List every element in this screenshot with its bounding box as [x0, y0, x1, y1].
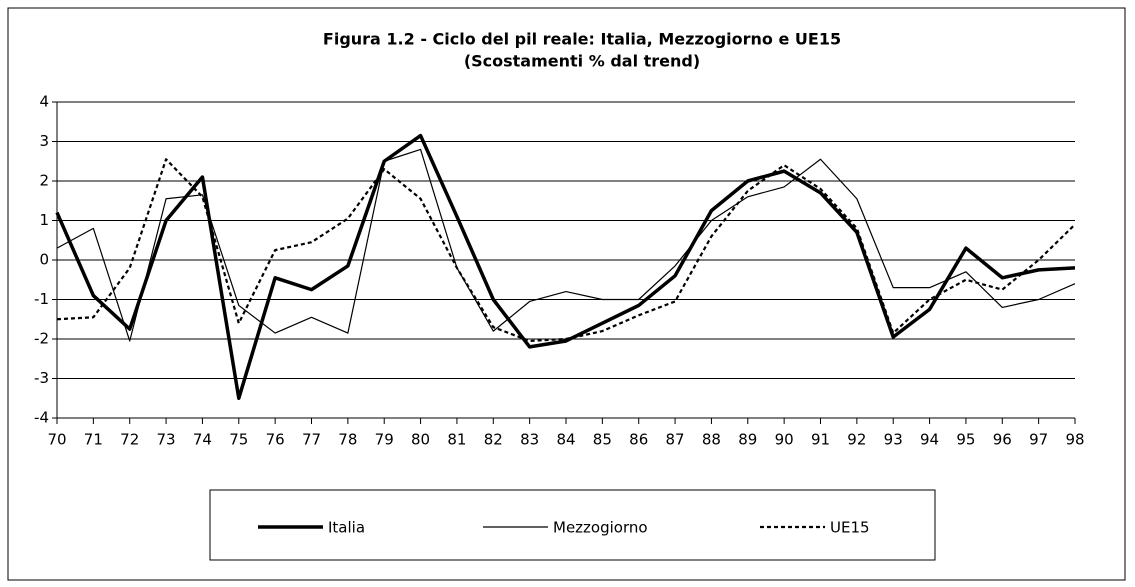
x-tick-label: 98: [1065, 431, 1084, 449]
x-tick-label: 97: [1029, 431, 1048, 449]
x-tick-label: 80: [411, 431, 430, 449]
x-tick-label: 88: [702, 431, 721, 449]
x-tick-label: 74: [193, 431, 212, 449]
x-tick-label: 70: [47, 431, 66, 449]
x-tick-label: 96: [993, 431, 1012, 449]
y-tick-label: 2: [39, 172, 49, 190]
x-tick-label: 85: [593, 431, 612, 449]
y-tick-label: -4: [34, 409, 49, 427]
chart-subtitle: (Scostamenti % dal trend): [464, 52, 700, 71]
x-tick-label: 92: [847, 431, 866, 449]
x-tick-label: 82: [484, 431, 503, 449]
x-tick-label: 87: [666, 431, 685, 449]
line-series: [56, 158, 1076, 343]
legend-label: Mezzogiorno: [553, 519, 648, 537]
x-tick-label: 77: [302, 431, 321, 449]
y-tick-label: 3: [39, 132, 49, 150]
y-tick-label: -1: [34, 290, 49, 308]
y-tick-label: -3: [34, 369, 49, 387]
x-tick-label: 78: [338, 431, 357, 449]
x-tick-label: 86: [629, 431, 648, 449]
x-tick-label: 83: [520, 431, 539, 449]
x-tick-label: 73: [157, 431, 176, 449]
chart-frame: [7, 7, 1126, 581]
x-tick-label: 89: [738, 431, 757, 449]
line-series: [56, 148, 1076, 342]
y-tick-label: 4: [39, 93, 49, 111]
x-tick-label: 84: [556, 431, 575, 449]
x-tick-label: 93: [884, 431, 903, 449]
chart-title: Figura 1.2 - Ciclo del pil reale: Italia…: [323, 30, 841, 49]
x-tick-label: 72: [120, 431, 139, 449]
x-tick-label: 94: [920, 431, 939, 449]
y-tick-label: -2: [34, 330, 49, 348]
legend-label: Italia: [328, 519, 365, 537]
y-tick-label: 1: [39, 211, 49, 229]
line-series: [55, 133, 1076, 400]
legend-box: [209, 489, 936, 561]
x-tick-label: 75: [229, 431, 248, 449]
x-tick-label: 76: [266, 431, 285, 449]
x-tick-label: 90: [775, 431, 794, 449]
x-tick-label: 95: [956, 431, 975, 449]
x-tick-label: 91: [811, 431, 830, 449]
x-tick-label: 79: [375, 431, 394, 449]
legend-label: UE15: [830, 519, 870, 537]
y-tick-label: 0: [39, 251, 49, 269]
x-tick-label: 71: [84, 431, 103, 449]
x-tick-label: 81: [447, 431, 466, 449]
